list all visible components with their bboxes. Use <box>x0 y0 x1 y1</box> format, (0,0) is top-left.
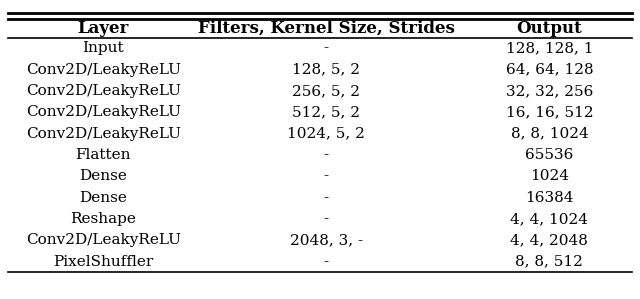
Text: 1024, 5, 2: 1024, 5, 2 <box>287 127 365 141</box>
Text: Conv2D/LeakyReLU: Conv2D/LeakyReLU <box>26 84 181 98</box>
Text: 16384: 16384 <box>525 191 573 205</box>
Text: -: - <box>324 255 329 269</box>
Text: -: - <box>324 148 329 162</box>
Text: 128, 5, 2: 128, 5, 2 <box>292 63 360 77</box>
Text: -: - <box>324 170 329 183</box>
Text: 8, 8, 1024: 8, 8, 1024 <box>511 127 588 141</box>
Text: Filters, Kernel Size, Strides: Filters, Kernel Size, Strides <box>198 20 455 37</box>
Text: 8, 8, 512: 8, 8, 512 <box>515 255 583 269</box>
Text: 64, 64, 128: 64, 64, 128 <box>506 63 593 77</box>
Text: PixelShuffler: PixelShuffler <box>53 255 154 269</box>
Text: Reshape: Reshape <box>70 212 136 226</box>
Text: -: - <box>324 191 329 205</box>
Text: 256, 5, 2: 256, 5, 2 <box>292 84 360 98</box>
Text: 4, 4, 2048: 4, 4, 2048 <box>511 234 588 247</box>
Text: 65536: 65536 <box>525 148 573 162</box>
Text: Dense: Dense <box>79 191 127 205</box>
Text: Conv2D/LeakyReLU: Conv2D/LeakyReLU <box>26 234 181 247</box>
Text: Dense: Dense <box>79 170 127 183</box>
Text: -: - <box>324 42 329 55</box>
Text: 4, 4, 1024: 4, 4, 1024 <box>511 212 588 226</box>
Text: Output: Output <box>516 20 582 37</box>
Text: -: - <box>324 212 329 226</box>
Text: 512, 5, 2: 512, 5, 2 <box>292 106 360 119</box>
Text: Layer: Layer <box>77 20 129 37</box>
Text: 1024: 1024 <box>530 170 569 183</box>
Text: 128, 128, 1: 128, 128, 1 <box>506 42 593 55</box>
Text: 2048, 3, -: 2048, 3, - <box>290 234 363 247</box>
Text: 16, 16, 512: 16, 16, 512 <box>506 106 593 119</box>
Text: 32, 32, 256: 32, 32, 256 <box>506 84 593 98</box>
Text: Conv2D/LeakyReLU: Conv2D/LeakyReLU <box>26 106 181 119</box>
Text: Conv2D/LeakyReLU: Conv2D/LeakyReLU <box>26 127 181 141</box>
Text: Flatten: Flatten <box>76 148 131 162</box>
Text: Conv2D/LeakyReLU: Conv2D/LeakyReLU <box>26 63 181 77</box>
Text: Input: Input <box>83 42 124 55</box>
